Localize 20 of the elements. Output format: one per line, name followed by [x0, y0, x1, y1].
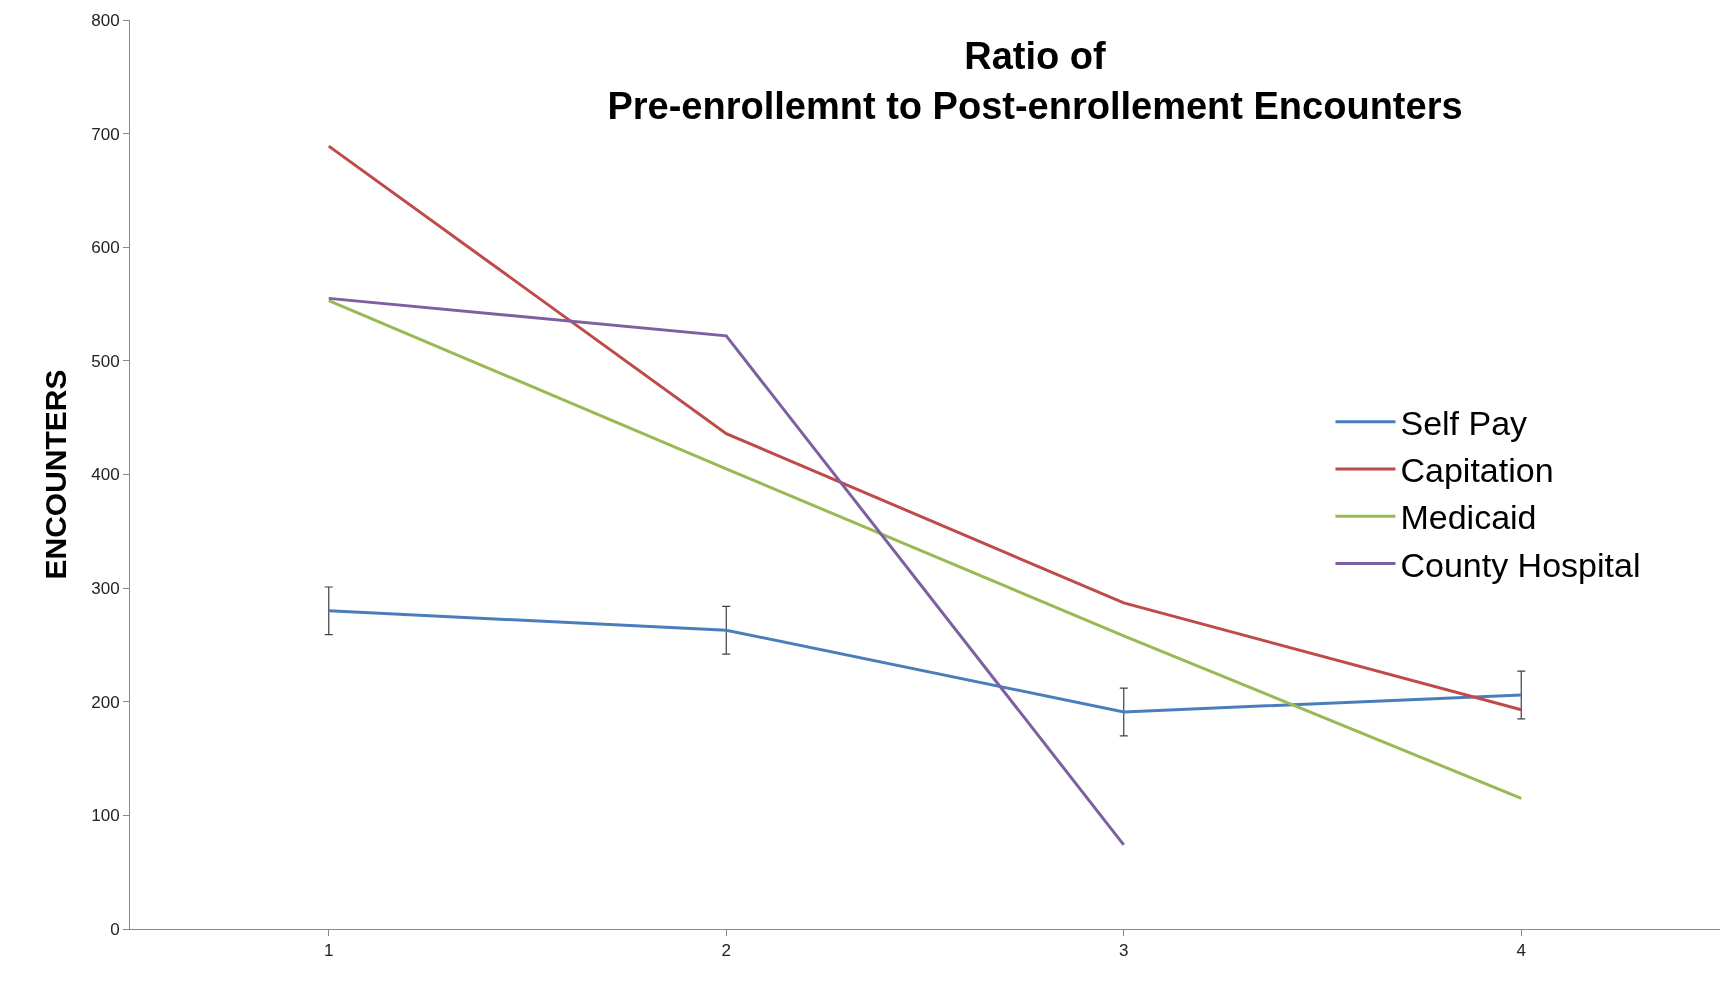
y-tick-label: 800 — [91, 10, 120, 30]
x-tick-label: 4 — [1516, 941, 1526, 961]
legend-label: County Hospital — [1400, 545, 1641, 584]
y-tick-label: 300 — [91, 579, 120, 599]
y-tick-label: 0 — [110, 919, 120, 939]
y-tick-label: 400 — [91, 465, 120, 485]
y-axis-title: ENCOUNTERS — [39, 369, 73, 580]
y-tick-label: 100 — [91, 806, 120, 826]
y-tick-label: 500 — [91, 351, 120, 371]
y-tick-label: 600 — [91, 238, 120, 258]
text: Ratio of Pre-enrollemnt to Post-enrollement Encounters — [607, 35, 1463, 127]
line-series — [327, 609, 1523, 714]
x-tick-label: 1 — [324, 941, 334, 961]
y-tick-label: 200 — [91, 692, 120, 712]
legend-label: Capitation — [1400, 451, 1554, 490]
y-tick-label: 700 — [91, 124, 120, 144]
legend-label: Medicaid — [1400, 498, 1537, 537]
legend-label: Self Pay — [1400, 404, 1528, 443]
x-tick-label: 2 — [721, 941, 731, 961]
x-tick-label: 3 — [1119, 941, 1129, 961]
